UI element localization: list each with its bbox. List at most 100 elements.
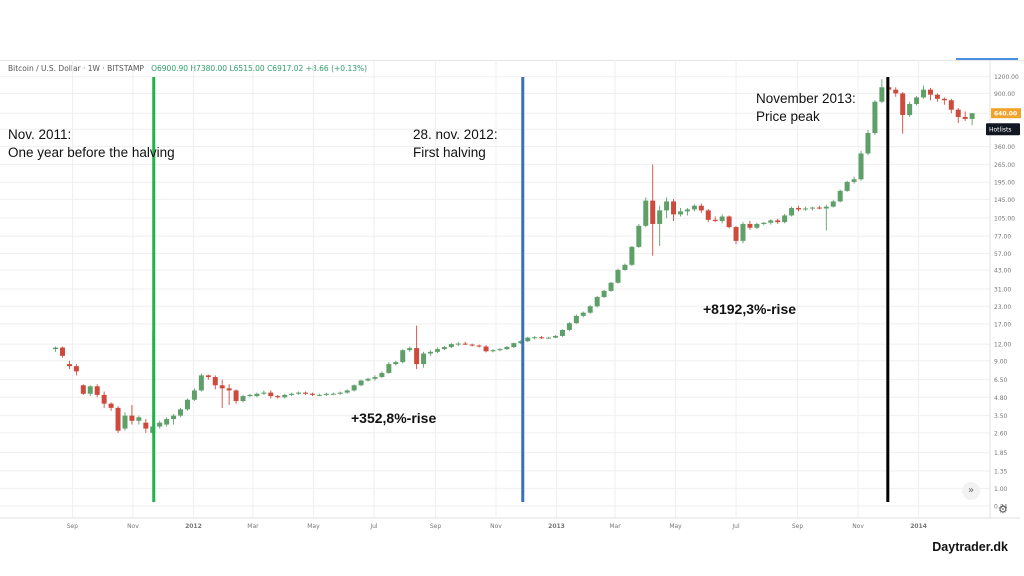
candle-body [553,335,559,338]
candle-body [247,394,253,397]
x-tick-label: Sep [67,523,79,530]
candle [830,200,836,208]
candle [789,206,795,217]
candle-body [205,375,211,378]
candle [247,393,253,398]
candle [622,263,628,271]
candle [511,342,517,349]
y-tick-label: 1.00 [994,486,1008,493]
candle [171,413,177,425]
candle-body [393,362,399,365]
candle [462,341,468,346]
candle [636,223,642,248]
candle-body [511,343,517,348]
x-tick-label: Mar [609,523,621,530]
candle [712,216,718,223]
candle-body [254,393,260,397]
candle [129,405,135,425]
settings-gear-icon[interactable]: ⚙ [998,503,1008,516]
candle [948,98,954,114]
candle [122,412,128,431]
candle [261,390,267,395]
annotation-nov-2011-desc: One year before the halving [8,145,175,160]
candle [823,204,829,231]
candle-body [358,380,364,386]
x-tick-label: Jul [369,523,378,530]
y-tick-label: 43.00 [994,267,1011,274]
candle [837,189,843,203]
candle-body [740,223,746,241]
candle [809,206,815,211]
candle [747,220,753,230]
close-value: C6917.02 [267,64,304,73]
candle-body [212,377,218,386]
candle-body [101,394,107,404]
candle [768,219,774,225]
candle [164,417,170,427]
candle [643,197,649,228]
y-tick-label: 23.00 [994,304,1011,311]
candle-body [539,337,545,339]
candle-body [893,89,899,94]
y-tick-label: 3.50 [994,413,1008,420]
candle [80,384,86,395]
candle [337,391,343,395]
candle-body [191,390,197,400]
candle-body [87,386,93,394]
candle-body [122,415,128,429]
x-tick-label: Nov [127,523,139,530]
candle-body [73,366,79,372]
candle [872,100,878,135]
candle [941,97,947,105]
candle-body [434,349,440,352]
candle [566,322,572,332]
candle [393,360,399,366]
candle [351,384,357,392]
candle-body [59,347,65,356]
y-tick-label: 265.00 [994,162,1015,169]
candle-body [900,93,906,116]
candle-body [525,337,531,342]
candle-body [712,219,718,221]
candle [893,87,899,97]
candle-body [261,392,267,394]
candle-body [782,215,788,223]
candle-body [559,329,565,336]
high-value: H7380.00 [190,64,228,73]
candle-body [53,347,59,350]
annotation-peak-desc: Price peak [756,109,820,124]
candle-body [789,208,795,216]
candle [66,360,72,370]
candle [497,348,503,352]
candle [379,371,385,378]
candle [358,379,364,387]
candle [441,346,447,351]
y-tick-label: 17.00 [994,321,1011,328]
candle [851,176,857,184]
candle [879,79,885,104]
y-tick-label: 9.00 [994,358,1008,365]
annotation-first-halving: 28. nov. 2012: First halving [413,126,498,162]
y-tick-label: 1.35 [994,468,1008,475]
candle [733,225,739,245]
candle-body [115,407,121,431]
candle-body [566,323,572,330]
candle [775,218,781,224]
candle [476,344,482,348]
y-tick-label: 105.00 [994,216,1015,223]
candle [198,373,204,392]
candle [212,375,218,390]
candle [525,336,531,343]
candle-body [879,87,885,102]
candle [955,107,961,124]
candle-body [171,415,177,420]
candle-body [962,116,968,119]
scroll-right-icon[interactable]: » [962,482,980,500]
candle-body [421,353,427,365]
candle [698,203,704,213]
candle-body [587,306,593,313]
candle-body [226,388,232,391]
candle-body [921,89,927,98]
plot-frame [0,60,1024,519]
